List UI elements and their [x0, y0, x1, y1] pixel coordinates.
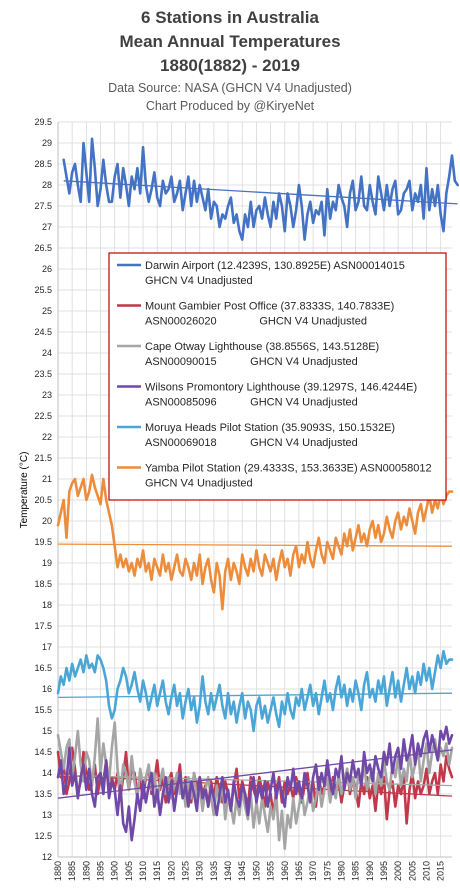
legend-entry: Darwin Airport (12.4239S, 130.8925E) ASN…	[145, 260, 405, 272]
x-tick-label: 1970	[308, 861, 318, 881]
y-tick-label: 19	[42, 558, 52, 568]
x-tick-label: 1930	[195, 861, 205, 881]
y-tick-label: 22	[42, 432, 52, 442]
y-tick-label: 22.5	[34, 411, 52, 421]
y-tick-label: 29	[42, 138, 52, 148]
chart-title-line: Mean Annual Temperatures	[119, 32, 340, 51]
x-tick-label: 1985	[351, 861, 361, 881]
series-trendline	[57, 749, 453, 799]
y-tick-label: 20.5	[34, 495, 52, 505]
x-tick-label: 2005	[407, 861, 417, 881]
y-tick-label: 25	[42, 306, 52, 316]
y-tick-label: 27.5	[34, 201, 52, 211]
y-tick-label: 18	[42, 600, 52, 610]
y-tick-label: 17	[42, 642, 52, 652]
x-tick-label: 2000	[393, 861, 403, 881]
x-tick-label: 1905	[124, 861, 134, 881]
series-line	[62, 137, 459, 241]
x-tick-label: 1910	[138, 861, 148, 881]
y-tick-label: 23.5	[34, 369, 52, 379]
legend-entry: Mount Gambier Post Office (37.8333S, 140…	[145, 301, 394, 313]
y-tick-label: 18.5	[34, 579, 52, 589]
legend-entry: Moruya Heads Pilot Station (35.9093S, 15…	[145, 422, 395, 434]
y-tick-label: 13.5	[34, 789, 52, 799]
x-tick-label: 1900	[110, 861, 120, 881]
x-tick-label: 1940	[223, 861, 233, 881]
x-tick-label: 2010	[421, 861, 431, 881]
series-line	[56, 473, 454, 611]
x-tick-label: 1915	[152, 861, 162, 881]
y-tick-label: 15	[42, 726, 52, 736]
y-tick-label: 16.5	[34, 663, 52, 673]
x-tick-label: 1960	[280, 861, 290, 881]
legend-entry: ASN00026020 GHCN V4 Unadjusted	[145, 316, 367, 328]
y-tick-label: 29.5	[34, 117, 52, 127]
legend-entry: Yamba Pilot Station (29.4333S, 153.3633E…	[145, 463, 432, 475]
y-axis-title: Temperature (°C)	[19, 452, 30, 529]
y-tick-label: 28	[42, 180, 52, 190]
x-tick-label: 1965	[294, 861, 304, 881]
y-tick-label: 19.5	[34, 537, 52, 547]
x-tick-label: 1955	[266, 861, 276, 881]
legend-entry: GHCN V4 Unadjusted	[145, 275, 253, 287]
y-tick-label: 12	[42, 852, 52, 862]
y-tick-label: 15.5	[34, 705, 52, 715]
chart-title-line: 1880(1882) - 2019	[160, 56, 300, 75]
x-tick-label: 1995	[379, 861, 389, 881]
series-trendline	[57, 543, 453, 547]
x-tick-label: 1925	[181, 861, 191, 881]
x-tick-label: 1935	[209, 861, 219, 881]
y-tick-label: 26	[42, 264, 52, 274]
series-trendline	[63, 180, 458, 205]
series-line	[56, 717, 454, 850]
y-tick-label: 26.5	[34, 243, 52, 253]
legend-entry: Cape Otway Lighthouse (38.8556S, 143.512…	[145, 341, 379, 353]
y-tick-label: 24.5	[34, 327, 52, 337]
x-tick-label: 1990	[365, 861, 375, 881]
x-tick-label: 1980	[336, 861, 346, 881]
x-tick-label: 1975	[322, 861, 332, 881]
x-tick-label: 1885	[67, 861, 77, 881]
y-tick-label: 14.5	[34, 747, 52, 757]
x-tick-label: 1890	[81, 861, 91, 881]
legend-entry: Wilsons Promontory Lighthouse (39.1297S,…	[145, 382, 417, 394]
y-tick-label: 21	[42, 474, 52, 484]
series-line	[56, 649, 454, 733]
chart-title-line: 6 Stations in Australia	[141, 8, 319, 27]
x-tick-label: 1880	[53, 861, 63, 881]
y-tick-label: 25.5	[34, 285, 52, 295]
y-tick-label: 13	[42, 810, 52, 820]
legend-entry: ASN00069018 GHCN V4 Unadjusted	[145, 437, 358, 449]
x-tick-label: 1895	[96, 861, 106, 881]
legend-entry: GHCN V4 Unadjusted	[145, 478, 253, 490]
x-tick-label: 1950	[251, 861, 261, 881]
legend-box	[108, 252, 447, 501]
series-trendline	[57, 692, 453, 699]
x-tick-label: 2015	[436, 861, 446, 881]
legend-entry: ASN00085096 GHCN V4 Unadjusted	[145, 397, 358, 409]
y-tick-label: 24	[42, 348, 52, 358]
y-tick-label: 14	[42, 768, 52, 778]
y-tick-label: 12.5	[34, 831, 52, 841]
chart-subtitle-line: Chart Produced by @KiryeNet	[146, 99, 315, 113]
y-tick-label: 23	[42, 390, 52, 400]
y-tick-label: 17.5	[34, 621, 52, 631]
y-tick-label: 28.5	[34, 159, 52, 169]
y-tick-label: 16	[42, 684, 52, 694]
legend-entry: ASN00090015 GHCN V4 Unadjusted	[145, 356, 358, 368]
x-tick-label: 1920	[166, 861, 176, 881]
chart-subtitle-line: Data Source: NASA (GHCN V4 Unadjusted)	[108, 81, 352, 95]
y-tick-label: 27	[42, 222, 52, 232]
x-tick-label: 1945	[237, 861, 247, 881]
y-tick-label: 20	[42, 516, 52, 526]
series-line	[56, 725, 454, 842]
y-tick-label: 21.5	[34, 453, 52, 463]
